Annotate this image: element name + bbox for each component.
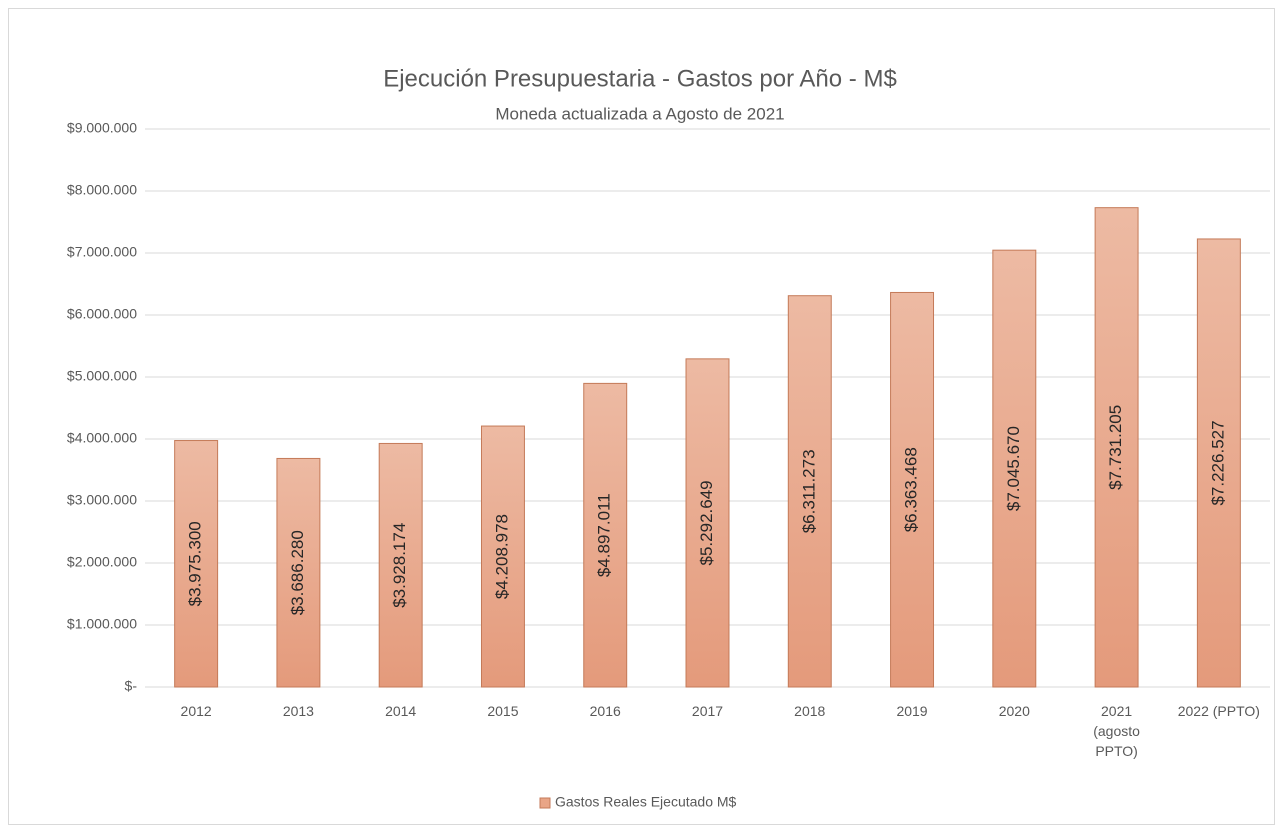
y-tick-label: $8.000.000 [67,182,137,198]
data-label: $4.208.978 [492,514,511,599]
x-tick-label: 2019 [896,703,928,719]
data-label: $7.045.670 [1004,426,1023,511]
bar [992,249,1037,688]
chart-subtitle: Moneda actualizada a Agosto de 2021 [495,104,784,123]
y-tick-label: $9.000.000 [67,120,137,136]
bar [378,442,423,688]
y-tick-label: $4.000.000 [67,430,137,446]
y-tick-label: $- [125,678,138,694]
data-label: $6.311.273 [799,449,818,533]
x-tick-label: 2013 [282,703,314,719]
bar [1094,207,1139,688]
y-tick-label: $2.000.000 [67,554,137,570]
data-label: $7.226.527 [1208,420,1227,505]
bar [787,295,832,688]
chart-frame [8,8,1275,825]
legend-label: Gastos Reales Ejecutado M$ [555,794,737,810]
data-label: $3.928.174 [390,523,409,608]
x-tick-label: 2016 [589,703,621,719]
x-tick-label: 2017 [691,703,724,719]
x-tick-label: 2018 [794,703,826,719]
x-tick-label: 2022 (PPTO) [1177,703,1260,719]
x-tick-label: 2021 (agosto PPTO) [1093,703,1140,759]
x-tick-label: 2020 [998,703,1030,719]
bar [276,457,321,688]
bar [890,291,935,688]
y-tick-label: $5.000.000 [67,368,137,384]
x-tick-label: 2015 [487,703,519,719]
y-tick-label: $1.000.000 [67,616,137,632]
chart-title: Ejecución Presupuestaria - Gastos por Añ… [383,65,897,92]
legend-swatch [539,797,551,809]
data-label: $7.731.205 [1106,405,1125,490]
data-label: $3.686.280 [288,530,307,615]
bar [1196,238,1241,688]
y-tick-label: $7.000.000 [67,244,137,260]
bar [174,440,219,688]
y-tick-label: $3.000.000 [67,492,137,508]
bar [685,358,730,688]
data-label: $4.897.011 [595,493,614,577]
data-label: $3.975.300 [186,521,205,606]
bar [583,382,628,688]
bar [480,425,525,688]
y-tick-label: $6.000.000 [67,306,137,322]
data-label: $5.292.649 [697,480,716,565]
x-tick-label: 2012 [180,703,212,719]
x-tick-label: 2014 [385,703,417,719]
data-label: $6.363.468 [902,447,921,532]
